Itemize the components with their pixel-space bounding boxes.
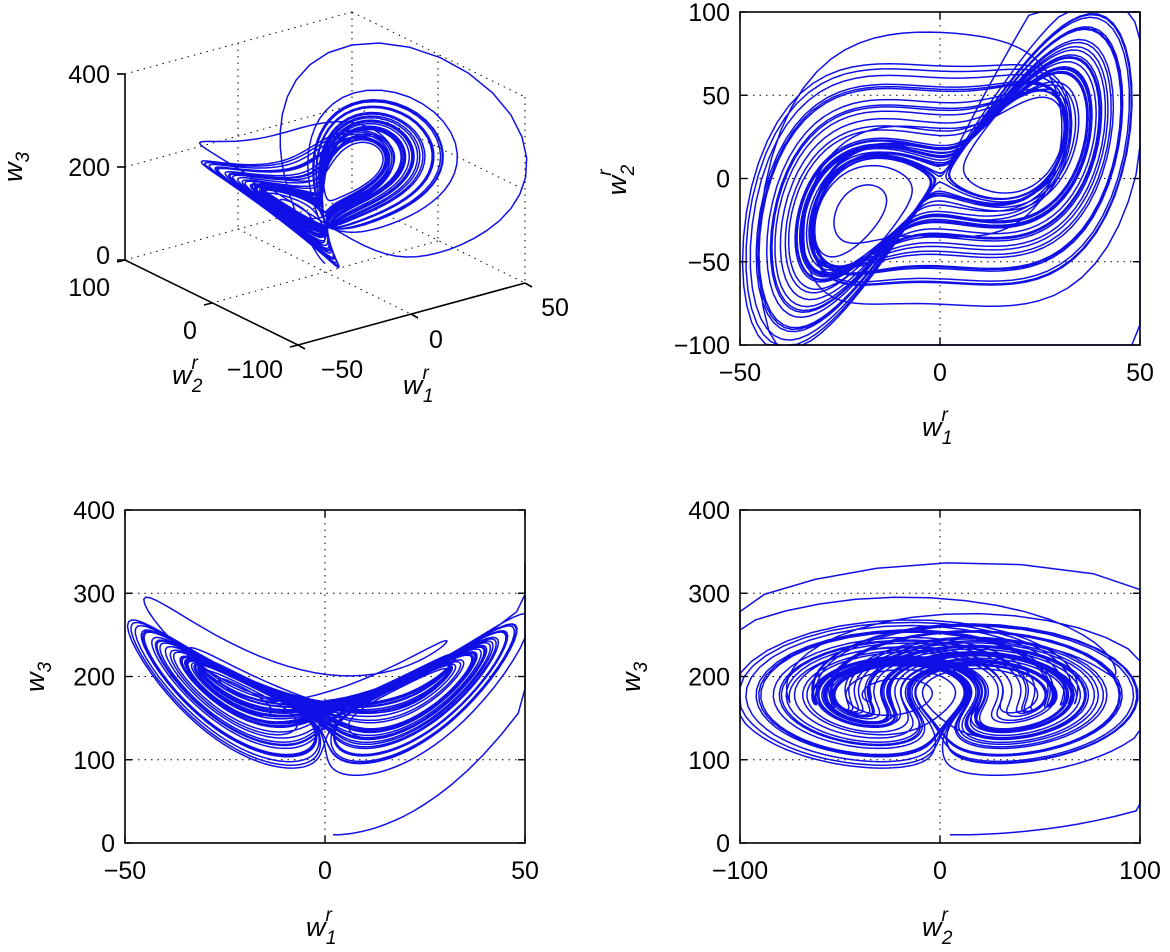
svg-text:wr1: wr 1	[403, 363, 433, 407]
x-tick-label: −50	[719, 359, 761, 387]
tick-w3-400: 400	[68, 61, 110, 89]
x-tick-label: −100	[712, 857, 768, 885]
x-tick-label: 0	[933, 857, 947, 885]
tick-w2-neg100: −100	[227, 356, 283, 384]
y-tick-label: 100	[688, 747, 730, 775]
y-tick-label: 50	[702, 82, 730, 110]
trajectory-p12	[741, 11, 1141, 346]
tick-w2-100: 100	[68, 274, 110, 302]
x-tick-label: 50	[511, 857, 539, 885]
axis-label-p12-y: wr 2	[595, 164, 639, 195]
x-tick-label: 50	[1126, 359, 1154, 387]
tick-w3-200: 200	[68, 154, 110, 182]
svg-text:wr2: wr 2	[172, 353, 203, 397]
x-tick-label: 0	[318, 857, 332, 885]
y-tick-label: 0	[716, 830, 730, 858]
axis-label-p13-x: wr 1	[306, 905, 336, 949]
y-tick-label: −50	[688, 249, 730, 277]
x-tick-label: 0	[933, 359, 947, 387]
x-tick-label: 100	[1119, 857, 1161, 885]
svg-text:wr1: wr 1	[306, 905, 336, 949]
svg-text:w3: w3	[0, 152, 34, 183]
tick-w3-0: 0	[96, 242, 110, 270]
subplot-3d: 400 200 0 100 0 −100 −50 0 50 w3 wr 2 wr 1	[0, 11, 569, 407]
trajectory-p13	[126, 562, 526, 836]
y-tick-label: 400	[73, 497, 115, 525]
svg-text:w3: w3	[20, 662, 56, 693]
y-tick-label: 100	[688, 0, 730, 27]
axis-label-w1: wr 1	[403, 363, 433, 407]
tick-w1-neg50: −50	[321, 356, 363, 384]
y-tick-label: 100	[73, 747, 115, 775]
x-tick-label: −50	[104, 857, 146, 885]
trajectory-3d	[198, 42, 528, 269]
y-tick-label: −100	[674, 332, 730, 360]
svg-text:wr1: wr 1	[922, 405, 952, 449]
y-tick-label: 200	[688, 664, 730, 692]
y-tick-label: 300	[688, 580, 730, 608]
axis-label-w2: wr 2	[172, 353, 203, 397]
axis-label-p23-x: wr 2	[922, 905, 953, 949]
tick-w2-0: 0	[183, 317, 197, 345]
axis-label-p12-x: wr 1	[922, 405, 952, 449]
svg-text:w3: w3	[616, 662, 652, 693]
axes-3d	[116, 73, 533, 350]
y-tick-label: 400	[688, 497, 730, 525]
y-tick-label: 200	[73, 664, 115, 692]
axis-label-p13-y: w3	[20, 662, 56, 693]
trajectory-p23	[739, 562, 1141, 836]
y-tick-label: 300	[73, 580, 115, 608]
y-tick-label: 0	[101, 830, 115, 858]
svg-text:wr2: wr 2	[595, 164, 639, 195]
tick-w1-50: 50	[541, 294, 569, 322]
tick-w1-0: 0	[429, 326, 443, 354]
grid-3d	[124, 11, 526, 315]
axis-label-p23-y: w3	[616, 662, 652, 693]
y-tick-label: 0	[716, 166, 730, 194]
axis-label-w3: w3	[0, 152, 34, 183]
svg-text:wr2: wr 2	[922, 905, 953, 949]
